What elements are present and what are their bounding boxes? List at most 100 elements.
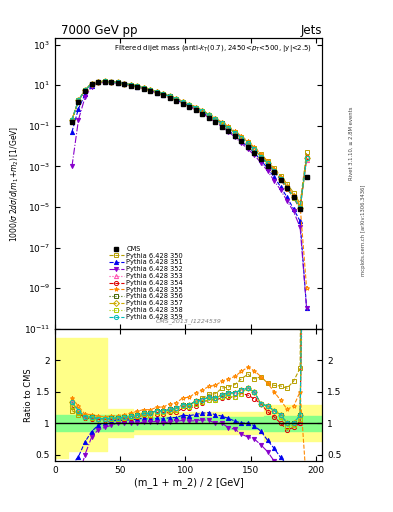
Pythia 6.428 354 bbox=[76, 97, 81, 103]
Pythia 6.428 357 bbox=[285, 184, 289, 190]
Pythia 6.428 350 bbox=[239, 134, 244, 140]
Pythia 6.428 350 bbox=[291, 190, 296, 196]
Pythia 6.428 359 bbox=[187, 101, 192, 108]
Pythia 6.428 350 bbox=[161, 91, 165, 97]
Pythia 6.428 357 bbox=[76, 97, 81, 103]
Pythia 6.428 354 bbox=[95, 79, 100, 85]
Line: Pythia 6.428 355: Pythia 6.428 355 bbox=[70, 79, 309, 290]
Pythia 6.428 351 bbox=[128, 82, 133, 88]
Pythia 6.428 355 bbox=[220, 119, 224, 125]
Pythia 6.428 355 bbox=[128, 81, 133, 88]
Pythia 6.428 354 bbox=[154, 89, 159, 95]
Pythia 6.428 358 bbox=[115, 79, 120, 86]
Pythia 6.428 353 bbox=[167, 93, 172, 99]
Pythia 6.428 353 bbox=[272, 168, 276, 174]
Pythia 6.428 359 bbox=[102, 78, 107, 84]
Pythia 6.428 359 bbox=[167, 93, 172, 99]
Pythia 6.428 356 bbox=[167, 93, 172, 99]
Pythia 6.428 359 bbox=[304, 155, 309, 161]
Pythia 6.428 357 bbox=[174, 96, 178, 102]
CMS bbox=[246, 144, 250, 150]
Pythia 6.428 352 bbox=[291, 208, 296, 215]
Pythia 6.428 351 bbox=[109, 79, 114, 85]
Pythia 6.428 353 bbox=[200, 108, 205, 114]
Pythia 6.428 355 bbox=[115, 79, 120, 85]
Pythia 6.428 356 bbox=[128, 81, 133, 88]
Pythia 6.428 357 bbox=[141, 84, 146, 91]
Pythia 6.428 351 bbox=[259, 157, 263, 163]
Pythia 6.428 359 bbox=[265, 160, 270, 166]
Pythia 6.428 355 bbox=[174, 95, 178, 101]
Pythia 6.428 350 bbox=[252, 145, 257, 151]
Text: mcplots.cern.ch [arXiv:1306.3436]: mcplots.cern.ch [arXiv:1306.3436] bbox=[361, 185, 366, 276]
Pythia 6.428 351 bbox=[180, 100, 185, 106]
Pythia 6.428 356 bbox=[291, 194, 296, 200]
Pythia 6.428 353 bbox=[193, 104, 198, 111]
Pythia 6.428 353 bbox=[291, 194, 296, 200]
Pythia 6.428 350 bbox=[180, 98, 185, 104]
Pythia 6.428 354 bbox=[161, 91, 165, 97]
Pythia 6.428 357 bbox=[95, 78, 100, 84]
Pythia 6.428 352 bbox=[206, 115, 211, 121]
Pythia 6.428 353 bbox=[122, 80, 127, 87]
Pythia 6.428 351 bbox=[304, 306, 309, 312]
Pythia 6.428 350 bbox=[226, 124, 231, 130]
Pythia 6.428 354 bbox=[102, 78, 107, 84]
Pythia 6.428 353 bbox=[180, 98, 185, 104]
Pythia 6.428 357 bbox=[109, 79, 114, 85]
Pythia 6.428 351 bbox=[239, 138, 244, 144]
Pythia 6.428 358 bbox=[246, 140, 250, 146]
Pythia 6.428 356 bbox=[70, 117, 74, 123]
Pythia 6.428 352 bbox=[226, 129, 231, 135]
CMS bbox=[278, 177, 283, 183]
Pythia 6.428 354 bbox=[200, 109, 205, 115]
Pythia 6.428 354 bbox=[278, 177, 283, 183]
Pythia 6.428 358 bbox=[272, 168, 276, 174]
Pythia 6.428 352 bbox=[154, 90, 159, 96]
Pythia 6.428 352 bbox=[252, 152, 257, 158]
Pythia 6.428 356 bbox=[141, 84, 146, 91]
Pythia 6.428 358 bbox=[233, 130, 237, 136]
Pythia 6.428 354 bbox=[128, 82, 133, 88]
Text: Filtered dijet mass (anti-$\mathit{k}_\mathrm{T}$(0.7), 2450<$\mathit{p}_\mathrm: Filtered dijet mass (anti-$\mathit{k}_\m… bbox=[114, 43, 312, 54]
Pythia 6.428 356 bbox=[206, 112, 211, 118]
Line: Pythia 6.428 351: Pythia 6.428 351 bbox=[70, 80, 309, 311]
Pythia 6.428 357 bbox=[298, 205, 303, 211]
Pythia 6.428 356 bbox=[298, 205, 303, 211]
Pythia 6.428 357 bbox=[135, 83, 140, 89]
Pythia 6.428 355 bbox=[239, 133, 244, 139]
CMS bbox=[213, 119, 218, 125]
Pythia 6.428 352 bbox=[233, 134, 237, 140]
Pythia 6.428 352 bbox=[135, 84, 140, 90]
Y-axis label: Ratio to CMS: Ratio to CMS bbox=[24, 368, 33, 421]
Pythia 6.428 358 bbox=[174, 96, 178, 102]
Pythia 6.428 355 bbox=[304, 285, 309, 291]
Pythia 6.428 351 bbox=[89, 82, 94, 89]
Pythia 6.428 350 bbox=[115, 79, 120, 86]
Pythia 6.428 356 bbox=[285, 184, 289, 190]
Pythia 6.428 355 bbox=[259, 151, 263, 157]
Pythia 6.428 359 bbox=[148, 87, 152, 93]
Pythia 6.428 353 bbox=[285, 184, 289, 190]
Pythia 6.428 350 bbox=[154, 89, 159, 95]
Pythia 6.428 351 bbox=[206, 114, 211, 120]
Pythia 6.428 354 bbox=[259, 154, 263, 160]
Pythia 6.428 350 bbox=[272, 165, 276, 172]
Pythia 6.428 357 bbox=[187, 101, 192, 108]
Pythia 6.428 350 bbox=[102, 78, 107, 84]
Pythia 6.428 359 bbox=[83, 88, 87, 94]
Pythia 6.428 359 bbox=[278, 176, 283, 182]
Pythia 6.428 352 bbox=[95, 80, 100, 86]
Pythia 6.428 357 bbox=[180, 98, 185, 104]
CMS bbox=[233, 133, 237, 139]
Pythia 6.428 354 bbox=[115, 79, 120, 86]
Pythia 6.428 353 bbox=[252, 146, 257, 152]
Pythia 6.428 359 bbox=[141, 84, 146, 91]
Pythia 6.428 352 bbox=[259, 160, 263, 166]
Pythia 6.428 354 bbox=[141, 85, 146, 91]
Pythia 6.428 350 bbox=[174, 96, 178, 102]
Pythia 6.428 350 bbox=[285, 181, 289, 187]
Pythia 6.428 352 bbox=[174, 97, 178, 103]
Pythia 6.428 356 bbox=[239, 135, 244, 141]
Pythia 6.428 351 bbox=[278, 184, 283, 190]
